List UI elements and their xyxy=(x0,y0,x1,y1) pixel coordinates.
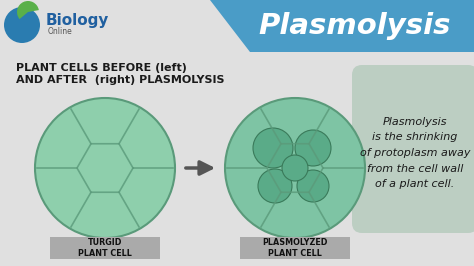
Text: AND AFTER  (right) PLASMOLYSIS: AND AFTER (right) PLASMOLYSIS xyxy=(16,75,225,85)
Circle shape xyxy=(282,155,308,181)
Circle shape xyxy=(4,7,40,43)
FancyBboxPatch shape xyxy=(240,237,350,259)
Polygon shape xyxy=(210,0,474,52)
Text: Online: Online xyxy=(48,27,73,35)
Circle shape xyxy=(253,128,293,168)
FancyBboxPatch shape xyxy=(50,237,160,259)
Text: Plasmolysis: Plasmolysis xyxy=(259,12,451,40)
Circle shape xyxy=(35,98,175,238)
Text: Plasmolysis
is the shrinking
of protoplasm away
from the cell wall
of a plant ce: Plasmolysis is the shrinking of protopla… xyxy=(360,117,470,189)
Text: PLASMOLYZED
PLANT CELL: PLASMOLYZED PLANT CELL xyxy=(262,238,328,258)
Text: TURGID
PLANT CELL: TURGID PLANT CELL xyxy=(78,238,132,258)
FancyBboxPatch shape xyxy=(352,65,474,233)
Circle shape xyxy=(295,130,331,166)
Wedge shape xyxy=(17,1,39,19)
Circle shape xyxy=(297,170,329,202)
Circle shape xyxy=(225,98,365,238)
Text: PLANT CELLS BEFORE (left): PLANT CELLS BEFORE (left) xyxy=(16,63,187,73)
Text: Biology: Biology xyxy=(46,13,109,27)
Circle shape xyxy=(258,169,292,203)
